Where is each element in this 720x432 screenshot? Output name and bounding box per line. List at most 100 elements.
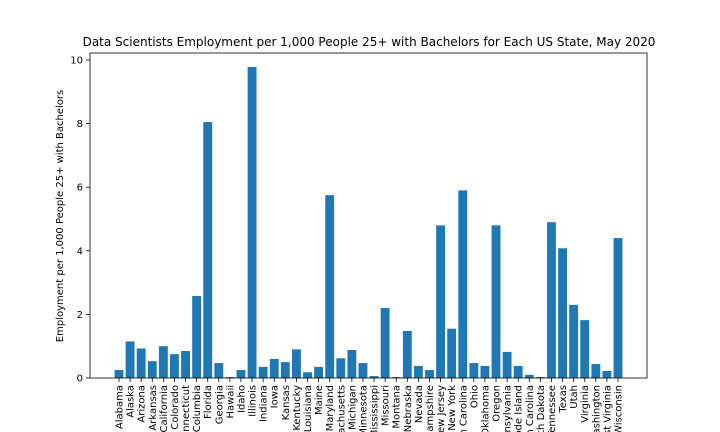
bar	[158, 346, 168, 378]
bar	[425, 370, 434, 378]
bar	[469, 363, 479, 378]
bar	[513, 365, 523, 378]
bar	[203, 122, 213, 378]
bar	[458, 190, 468, 378]
x-tick-label: Rhode Island	[514, 385, 525, 432]
x-tick-label: Missouri	[381, 385, 392, 426]
x-tick-label: Tennessee	[547, 385, 558, 432]
bar	[280, 362, 290, 378]
x-tick-label: Louisiana	[303, 385, 314, 432]
x-tick-label: Oregon	[492, 385, 503, 422]
bar	[491, 225, 501, 378]
bar	[547, 222, 556, 378]
bar	[314, 366, 324, 378]
x-tick-label: Ohio	[469, 385, 480, 408]
x-tick-label: New York	[447, 385, 458, 431]
x-tick-label: Washington	[591, 385, 602, 432]
x-tick-label: Nevada	[414, 385, 425, 423]
y-tick-label: 4	[77, 246, 83, 257]
bar	[236, 370, 246, 378]
x-tick-label: Hawaii	[225, 385, 236, 419]
x-tick-label: Mississippi	[370, 385, 381, 432]
bar	[214, 363, 224, 378]
x-tick-label: Colorado	[170, 385, 181, 430]
y-tick-label: 8	[77, 119, 83, 130]
x-tick-label: Virginia	[580, 385, 591, 423]
x-tick-label: North Carolina	[458, 385, 469, 432]
bar	[380, 308, 390, 378]
chart-title: Data Scientists Employment per 1,000 Peo…	[83, 35, 656, 49]
plot-frame	[89, 52, 648, 379]
x-tick-label: Nebraska	[403, 385, 414, 432]
y-tick-label: 0	[77, 374, 83, 385]
x-tick-label: Maine	[314, 385, 325, 415]
x-tick-label: New Hampshire	[425, 385, 436, 432]
x-tick-label: Oklahoma	[480, 385, 491, 432]
x-tick-label: Illinois	[248, 385, 259, 417]
x-tick-label: Idaho	[236, 385, 247, 413]
x-tick-label: Kentucky	[292, 385, 303, 431]
bar	[558, 248, 567, 378]
x-tick-label: Massachusetts	[336, 385, 347, 432]
bar	[502, 351, 512, 378]
x-tick-label: Minnesota	[358, 385, 369, 432]
bar	[524, 374, 534, 378]
bar	[591, 364, 601, 378]
x-tick-label: Wisconsin	[614, 385, 625, 432]
x-tick-label: Maryland	[325, 385, 336, 431]
bar	[402, 330, 412, 378]
bar	[136, 348, 146, 378]
bar	[480, 365, 490, 378]
x-tick-label: Montana	[392, 385, 403, 429]
bar	[181, 350, 190, 378]
bar	[569, 304, 579, 378]
bar	[258, 366, 268, 378]
bar	[170, 354, 179, 378]
x-tick-label: Pennsylvania	[503, 385, 514, 432]
bar	[613, 238, 623, 378]
x-tick-label: Kansas	[281, 385, 292, 420]
bar	[192, 295, 202, 378]
bar	[125, 341, 135, 378]
x-tick-label: Alabama	[115, 385, 126, 429]
x-tick-label: District of Columbia	[192, 385, 203, 432]
x-tick-label: Texas	[558, 385, 569, 414]
x-tick-label: California	[159, 385, 170, 432]
x-tick-label: Connecticut	[181, 385, 192, 432]
bar	[325, 195, 335, 378]
bar	[602, 371, 612, 378]
x-tick-label: Arizona	[137, 385, 148, 423]
bar	[225, 377, 235, 378]
bar	[358, 363, 368, 378]
y-tick-label: 10	[70, 55, 83, 66]
x-tick-label: Georgia	[214, 385, 225, 424]
x-tick-label: Indiana	[259, 385, 270, 422]
x-tick-label: Utah	[569, 385, 580, 409]
y-tick-label: 2	[77, 310, 83, 321]
bar	[114, 370, 124, 378]
x-tick-label: Michigan	[347, 385, 358, 430]
x-tick-label: South Dakota	[536, 385, 547, 432]
bar	[247, 66, 257, 378]
bar	[291, 349, 301, 378]
bar	[535, 377, 545, 378]
x-tick-label: Arkansas	[148, 385, 159, 431]
bar	[580, 320, 590, 378]
x-tick-label: New Jersey	[436, 385, 447, 432]
x-tick-label: Alaska	[126, 385, 137, 418]
x-tick-label: West Virginia	[602, 385, 613, 432]
bar	[269, 358, 279, 378]
y-axis-label: Employment per 1,000 People 25+ with Bac…	[55, 90, 66, 342]
x-tick-label: Iowa	[270, 385, 281, 408]
bar	[347, 350, 357, 378]
x-tick-label: Florida	[203, 385, 214, 419]
bar	[413, 365, 423, 378]
bar	[391, 377, 401, 378]
bar	[147, 361, 157, 378]
bar	[436, 225, 446, 378]
x-tick-label: South Carolina	[525, 385, 536, 432]
y-tick-label: 6	[77, 183, 83, 194]
bar	[336, 358, 346, 378]
